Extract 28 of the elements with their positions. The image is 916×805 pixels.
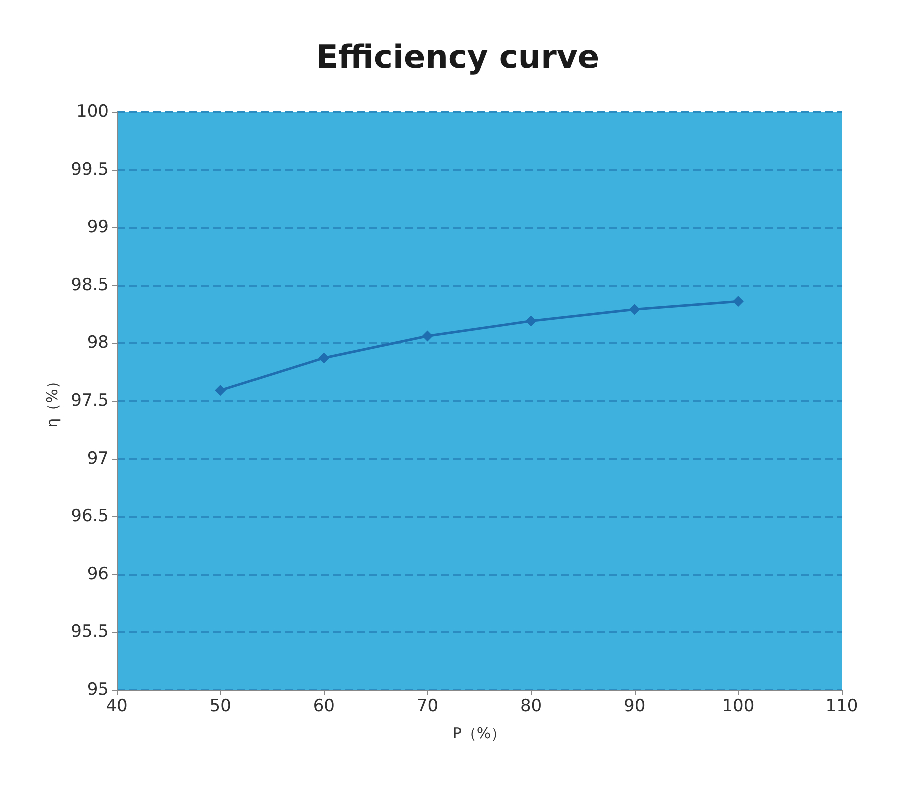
x-axis-title: P（%）: [452, 724, 506, 742]
y-tick-label: 98.5: [71, 275, 109, 296]
x-tick-label: 40: [106, 696, 128, 716]
x-tick-label: 110: [826, 696, 858, 716]
y-tick-label: 100: [76, 102, 109, 122]
x-tick-label: 60: [313, 696, 335, 716]
chart-title: Efficiency curve: [316, 38, 600, 76]
y-tick-label: 97: [87, 448, 109, 469]
x-tick-label: 90: [624, 696, 646, 716]
y-tick-label: 96.5: [71, 506, 109, 527]
point: [215, 385, 226, 396]
y-tick-label: 99.5: [71, 160, 109, 180]
point: [629, 304, 640, 316]
y-tick-label: 96: [87, 564, 109, 584]
x-tick-label: 50: [210, 696, 232, 716]
y-tick-label: 98: [87, 333, 109, 354]
point: [526, 316, 537, 327]
point: [732, 296, 744, 308]
point: [318, 352, 330, 364]
y-tick-label: 99: [87, 218, 109, 238]
point: [422, 330, 434, 342]
y-tick-label: 95: [87, 680, 109, 700]
x-tick-label: 80: [520, 696, 542, 716]
y-tick-label: 95.5: [71, 622, 109, 642]
x-tick-label: 100: [722, 696, 755, 716]
x-tick-label: 70: [416, 696, 439, 716]
y-axis-title: η（%）: [44, 374, 62, 428]
y-tick-label: 97.5: [71, 391, 109, 411]
